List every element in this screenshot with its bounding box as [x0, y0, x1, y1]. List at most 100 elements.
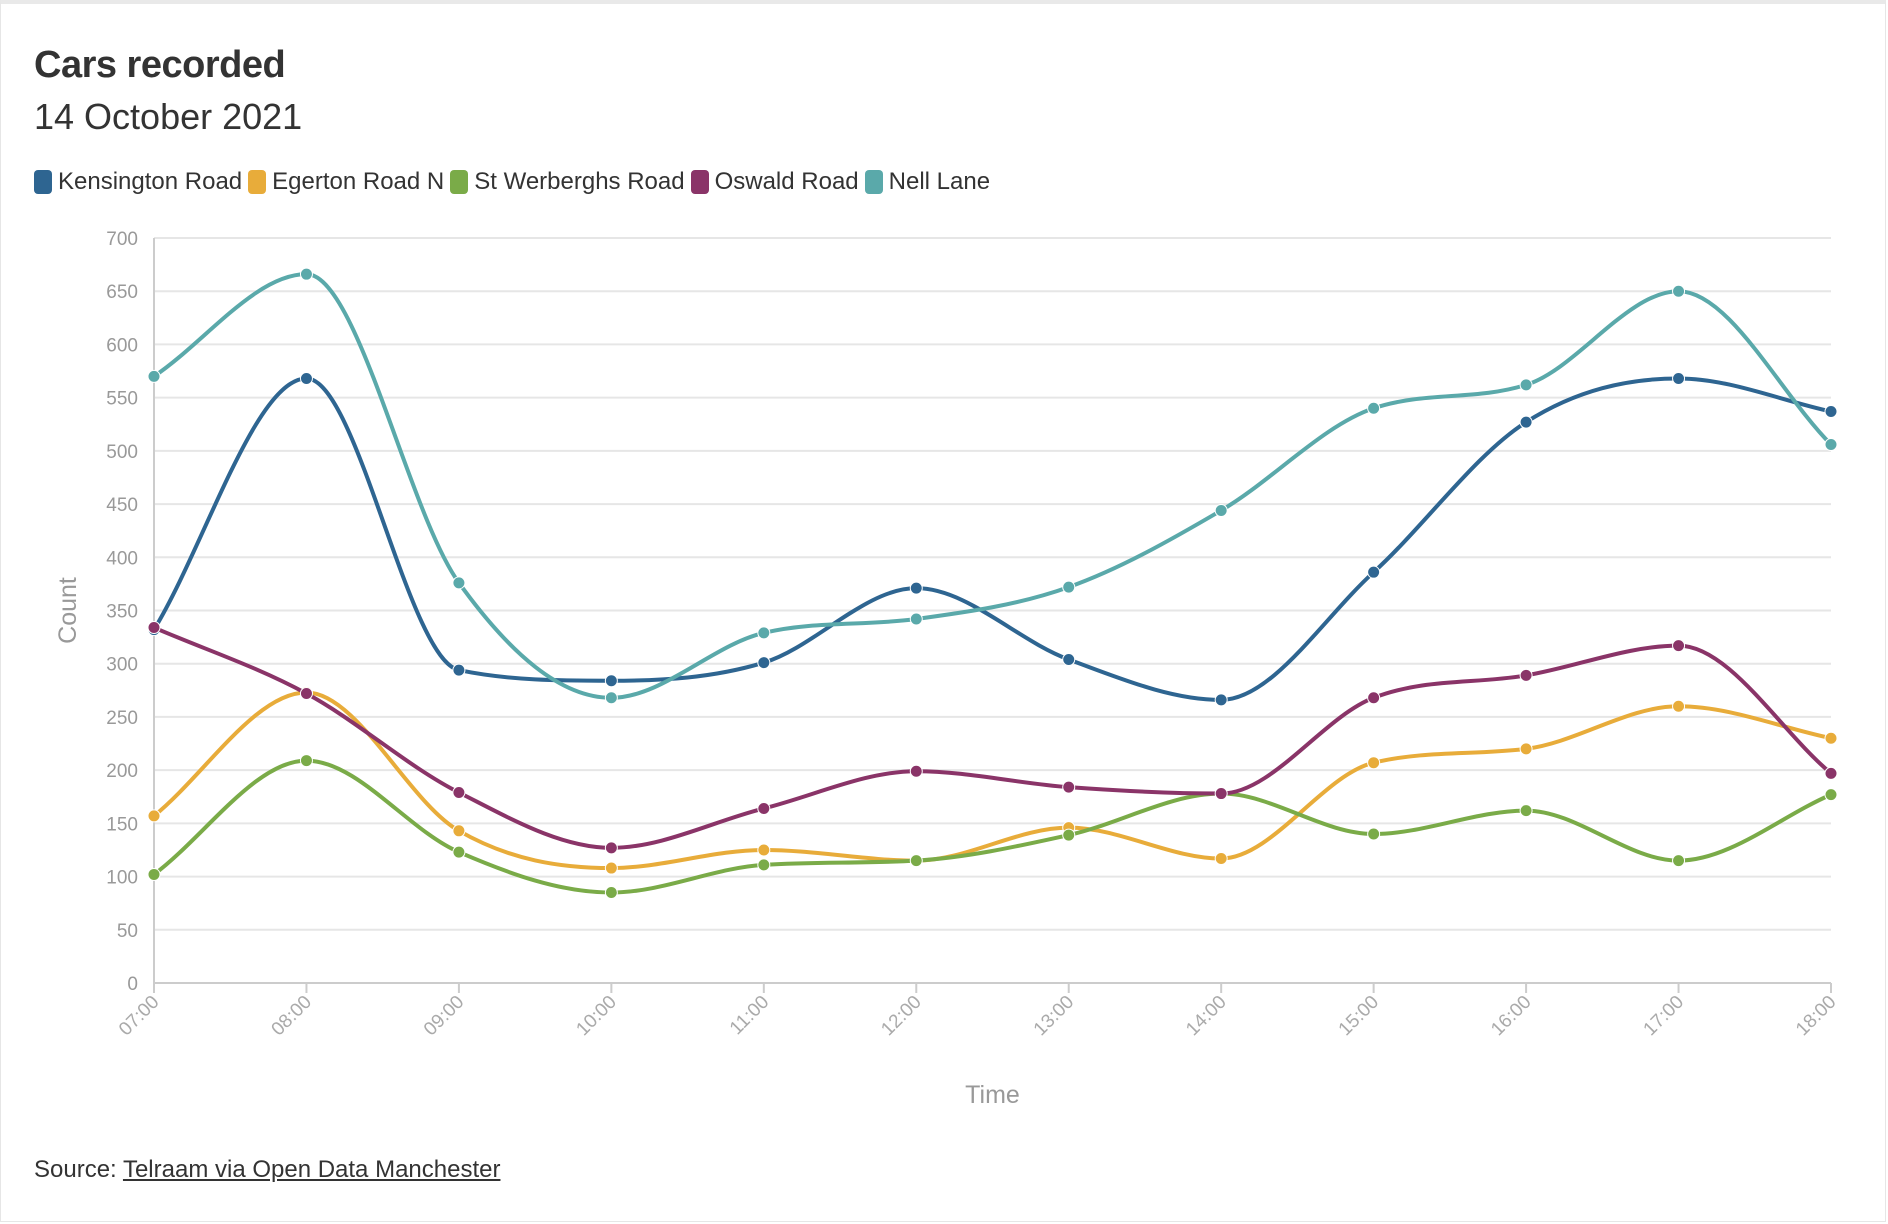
x-tick-label: 07:00 — [115, 992, 163, 1040]
x-tick-label: 17:00 — [1640, 992, 1688, 1040]
data-point — [604, 886, 618, 900]
legend-swatch — [34, 170, 52, 194]
data-point — [1367, 565, 1381, 579]
data-point — [299, 687, 313, 701]
data-point — [147, 621, 161, 635]
data-point — [909, 764, 923, 778]
series-line — [152, 272, 1833, 700]
y-tick-label: 400 — [106, 548, 138, 569]
data-point — [604, 841, 618, 855]
data-point — [452, 824, 466, 838]
x-tick-label: 13:00 — [1030, 992, 1078, 1040]
data-point — [452, 785, 466, 799]
data-point — [1062, 828, 1076, 842]
data-point — [757, 801, 771, 815]
data-point — [452, 845, 466, 859]
y-tick-label: 300 — [106, 655, 138, 676]
source-prefix: Source: — [34, 1156, 123, 1183]
legend-swatch — [248, 170, 267, 194]
data-point — [1214, 503, 1228, 517]
legend-label: Kensington Road — [58, 168, 243, 195]
y-tick-label: 150 — [106, 814, 138, 835]
data-point — [1214, 787, 1228, 801]
data-point — [147, 867, 161, 881]
data-point — [604, 674, 618, 688]
y-tick-label: 500 — [106, 442, 138, 463]
y-tick-label: 200 — [106, 761, 138, 782]
chart-subtitle: 14 October 2021 — [34, 96, 303, 137]
y-tick-label: 0 — [127, 974, 138, 995]
source-note: Source: Telraam via Open Data Manchester — [34, 1156, 500, 1184]
data-point — [1824, 404, 1838, 418]
y-tick-label: 100 — [106, 868, 138, 889]
data-point — [757, 626, 771, 640]
legend-label: Oswald Road — [714, 168, 859, 195]
y-tick-label: 700 — [106, 229, 138, 250]
series-line — [152, 758, 1833, 895]
legend-label: Nell Lane — [888, 168, 991, 195]
data-point — [452, 663, 466, 677]
legend-swatch — [450, 170, 469, 194]
legend-item[interactable]: Egerton Road N — [248, 168, 444, 196]
data-point — [1519, 742, 1533, 756]
data-point — [299, 371, 313, 385]
legend-swatch — [864, 170, 883, 194]
x-tick-label: 16:00 — [1487, 992, 1535, 1040]
x-tick-label: 18:00 — [1792, 992, 1840, 1040]
data-point — [1062, 652, 1076, 666]
x-tick-label: 15:00 — [1335, 992, 1383, 1040]
data-point — [147, 809, 161, 823]
data-point — [1519, 415, 1533, 429]
data-point — [1672, 371, 1686, 385]
legend-item[interactable]: Oswald Road — [690, 168, 859, 196]
data-point — [1519, 804, 1533, 818]
data-point — [1672, 639, 1686, 653]
data-point — [1367, 827, 1381, 841]
data-point — [147, 369, 161, 383]
data-point — [1214, 851, 1228, 865]
y-axis-title: Count — [54, 577, 82, 644]
y-tick-label: 550 — [106, 389, 138, 410]
data-point — [1672, 854, 1686, 868]
legend-item[interactable]: Kensington Road — [34, 168, 242, 196]
data-point — [909, 612, 923, 626]
series-line — [152, 625, 1833, 850]
series-line — [152, 690, 1833, 871]
x-axis-title: Time — [965, 1081, 1020, 1109]
y-tick-label: 250 — [106, 708, 138, 729]
data-point — [1367, 401, 1381, 415]
y-tick-label: 350 — [106, 602, 138, 623]
legend-label: Egerton Road N — [272, 168, 445, 195]
data-point — [757, 843, 771, 857]
data-point — [1519, 668, 1533, 682]
data-point — [1367, 691, 1381, 705]
data-point — [1062, 580, 1076, 594]
series-line — [152, 376, 1833, 702]
data-point — [1519, 378, 1533, 392]
chart-title: Cars recorded — [34, 44, 286, 86]
y-tick-label: 600 — [106, 335, 138, 356]
y-tick-label: 50 — [117, 921, 138, 942]
x-tick-label: 12:00 — [877, 992, 925, 1040]
data-point — [909, 854, 923, 868]
data-point — [604, 861, 618, 875]
data-point — [1214, 693, 1228, 707]
legend-swatch — [690, 170, 709, 194]
data-point — [604, 691, 618, 705]
data-point — [909, 581, 923, 595]
x-tick-label: 14:00 — [1182, 992, 1230, 1040]
data-point — [1672, 699, 1686, 713]
data-point — [1062, 780, 1076, 794]
data-point — [452, 576, 466, 590]
legend-item[interactable]: St Werberghs Road — [450, 168, 685, 196]
legend-item[interactable]: Nell Lane — [864, 168, 991, 196]
data-point — [299, 754, 313, 768]
data-point — [299, 267, 313, 281]
x-tick-label: 10:00 — [572, 992, 620, 1040]
y-tick-label: 650 — [106, 282, 138, 303]
source-link[interactable]: Telraam via Open Data Manchester — [122, 1156, 501, 1183]
data-point — [1824, 731, 1838, 745]
data-point — [1672, 284, 1686, 298]
